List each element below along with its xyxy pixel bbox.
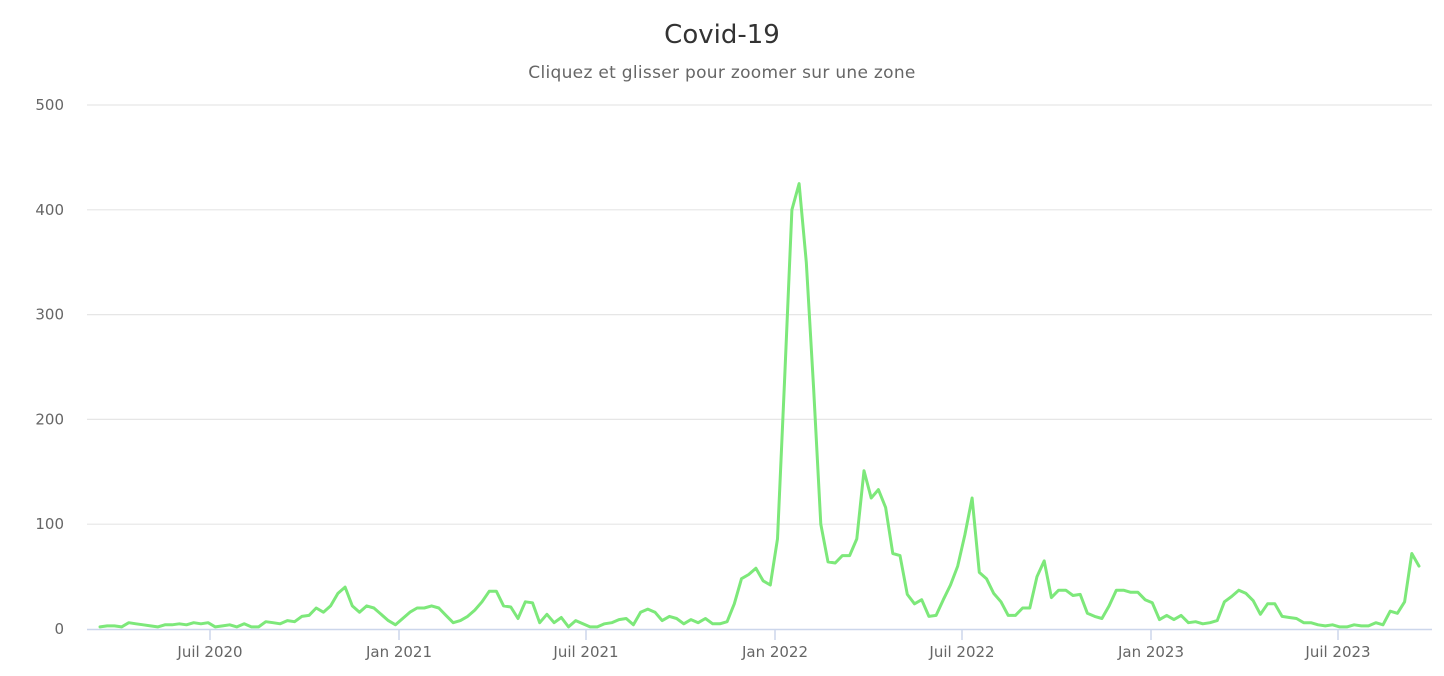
x-tick-label: Juil 2022 [928, 643, 994, 661]
x-tick-label: Jan 2023 [1117, 643, 1184, 661]
chart-subtitle: Cliquez et glisser pour zoomer sur une z… [528, 63, 916, 83]
y-axis-labels: 0 100 200 300 400 500 [35, 96, 64, 638]
y-tick-label: 0 [54, 620, 64, 638]
chart-title: Covid-19 [664, 20, 780, 50]
y-tick-label: 400 [35, 201, 64, 219]
y-tick-label: 300 [35, 306, 64, 324]
x-tick-label: Jan 2021 [365, 643, 432, 661]
grid-lines [87, 104, 1432, 525]
y-tick-label: 100 [35, 515, 64, 533]
x-tick-label: Juil 2023 [1304, 643, 1370, 661]
series-line-covid-19[interactable] [98, 182, 1421, 629]
x-tick-label: Jan 2022 [741, 643, 808, 661]
y-tick-label: 200 [35, 410, 64, 428]
x-tick-label: Juil 2021 [552, 643, 618, 661]
x-axis: Juil 2020 Jan 2021 Juil 2021 Jan 2022 Juil 2… [87, 628, 1432, 661]
y-tick-label: 500 [35, 96, 64, 114]
x-tick-label: Juil 2020 [176, 643, 242, 661]
